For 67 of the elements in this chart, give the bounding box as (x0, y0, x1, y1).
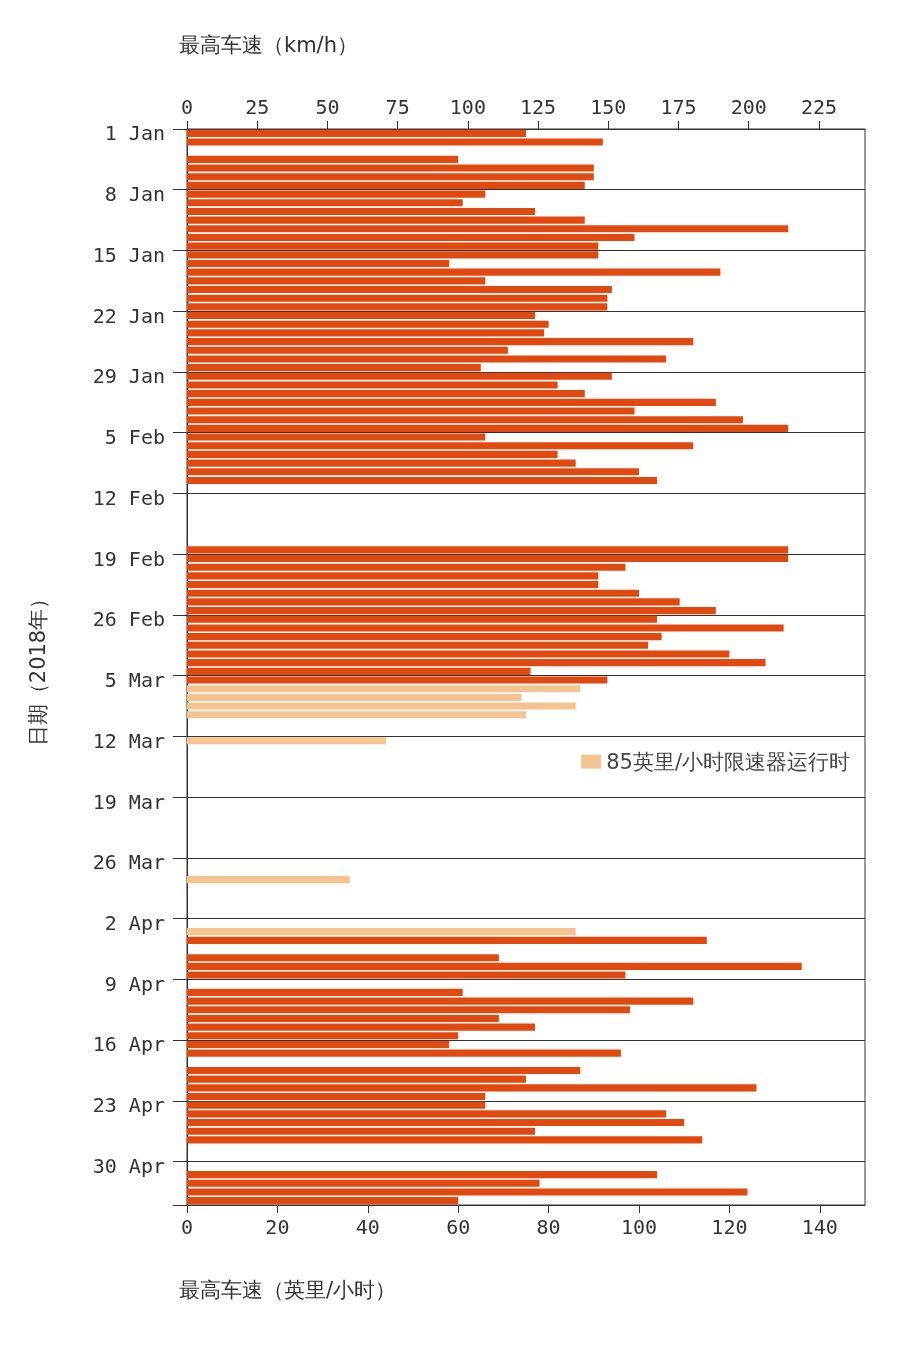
x-tick-label: 40 (355, 1215, 380, 1239)
y-tick-label: 12 Mar (92, 728, 165, 753)
x-axis-title: 最高车速（英里/小时） (179, 1277, 397, 1302)
x2-tick-label: 150 (590, 95, 627, 119)
bar (187, 928, 576, 936)
bar (187, 546, 789, 554)
x2-tick-label: 100 (449, 95, 486, 119)
bar (187, 1119, 685, 1127)
bar (187, 988, 463, 996)
bar (187, 1066, 581, 1075)
x2-tick-label: 200 (730, 95, 767, 119)
bar (187, 1040, 450, 1049)
bar (187, 181, 585, 189)
y-tick-label: 26 Mar (92, 850, 165, 875)
y-tick-label: 9 Apr (104, 971, 165, 996)
y-tick-label: 2 Apr (104, 910, 165, 935)
bar (187, 1014, 499, 1022)
x-tick-label: 20 (265, 1215, 290, 1239)
y-tick-label: 1 Jan (104, 121, 165, 146)
x-tick-label: 120 (711, 1215, 748, 1239)
y-tick-label: 19 Mar (92, 789, 165, 814)
x2-tick-label: 225 (800, 95, 837, 119)
bar (187, 450, 558, 458)
x-tick-label: 0 (180, 1215, 194, 1239)
x-tick-label: 100 (620, 1215, 658, 1239)
y-tick-label: 22 Jan (92, 303, 165, 328)
y-tick-label: 30 Apr (92, 1153, 165, 1178)
bar (187, 737, 386, 745)
bar (187, 685, 581, 693)
y-tick-label: 26 Feb (92, 607, 165, 632)
bar (187, 554, 789, 563)
y-tick-label: 5 Feb (104, 425, 165, 450)
bar (187, 607, 716, 615)
x2-tick-label: 0 (180, 95, 194, 119)
x2-axis-title: 最高车速（km/h） (179, 32, 359, 57)
bar (187, 876, 350, 884)
bar (187, 476, 658, 484)
y-axis-title: 日期（2018年） (26, 587, 50, 747)
bar (187, 936, 707, 944)
bar (187, 207, 536, 215)
bar (187, 1171, 658, 1179)
x-tick-label: 60 (446, 1215, 471, 1239)
y-tick-label: 29 Jan (92, 364, 165, 389)
bar (187, 338, 694, 346)
bar (187, 1092, 486, 1101)
bar (187, 233, 635, 242)
y-tick-label: 15 Jan (92, 242, 165, 267)
bar (187, 1049, 621, 1057)
x-tick-label: 140 (801, 1215, 838, 1239)
x2-tick-label: 125 (520, 95, 557, 119)
y-tick-label: 8 Jan (104, 182, 165, 207)
y-tick-label: 23 Apr (92, 1093, 165, 1118)
y-tick-label: 16 Apr (92, 1032, 165, 1057)
x-tick-label: 80 (536, 1215, 561, 1239)
x2-tick-label: 75 (385, 95, 410, 119)
y-tick-label: 19 Feb (92, 546, 165, 571)
bar (187, 954, 499, 962)
y-tick-label: 12 Feb (92, 485, 165, 510)
x2-tick-label: 25 (245, 95, 270, 119)
bar (187, 259, 450, 268)
x2-tick-label: 50 (315, 95, 340, 119)
x2-tick-label: 175 (660, 95, 697, 119)
bar (187, 312, 536, 320)
bar (187, 581, 599, 589)
bar (187, 285, 612, 294)
y-tick-label: 5 Mar (104, 668, 165, 693)
legend-label: 85英里/小时限速器运行时 (606, 749, 850, 774)
